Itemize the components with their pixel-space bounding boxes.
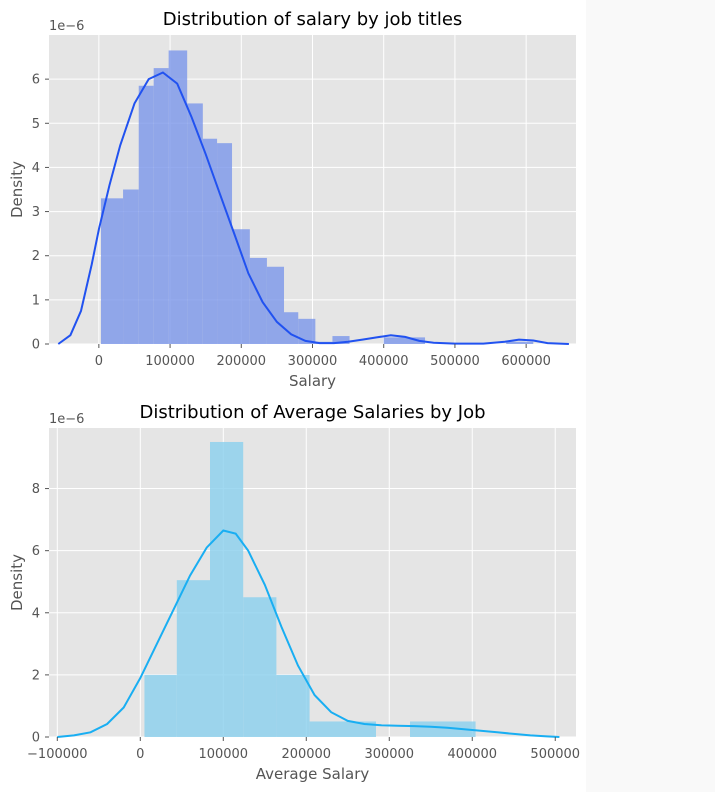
histogram-bar: [138, 85, 154, 344]
y-axis-label: Density: [8, 554, 26, 611]
x-tick-label: 0: [136, 747, 144, 762]
y-offset-label: 1e−6: [49, 19, 84, 34]
y-tick-label: 6: [32, 544, 40, 559]
histogram-bar: [232, 229, 250, 344]
x-tick-label: 300000: [288, 354, 338, 369]
y-tick-label: 1: [32, 293, 40, 308]
charts-canvas: 0 100000 200000 300000 400000 500000 600000 0 1 2…: [8, 9, 580, 783]
y-tick-label: 5: [32, 117, 40, 132]
histogram-bar: [210, 441, 244, 737]
histogram-bar: [249, 257, 267, 344]
y-tick-label: 0: [32, 338, 40, 353]
chart-title: Distribution of salary by job titles: [163, 9, 463, 30]
x-tick-label: 400000: [359, 354, 409, 369]
histogram-bar: [276, 674, 310, 737]
histogram-bar: [410, 721, 476, 737]
histogram-bar: [332, 336, 350, 344]
histogram-bar: [309, 721, 376, 737]
y-tick-label: 6: [32, 73, 40, 88]
histogram-bar: [144, 674, 177, 737]
y-tick-label: 4: [32, 606, 40, 621]
histogram-bar: [506, 341, 534, 344]
histogram-bar: [266, 266, 285, 344]
histogram-bar: [383, 337, 426, 344]
histogram-bar: [243, 597, 277, 737]
kde-line: [57, 529, 560, 738]
y-tick-label: 2: [32, 668, 40, 683]
histogram-bar: [153, 68, 169, 344]
histogram-bar: [168, 50, 188, 344]
x-tick-label: 100000: [198, 747, 248, 762]
histogram-bar: [187, 103, 203, 345]
x-axis-label: Salary: [289, 372, 336, 390]
x-tick-label: 600000: [501, 354, 551, 369]
x-tick-label: 100000: [145, 354, 195, 369]
histogram-bar: [176, 580, 211, 737]
histogram-bar: [217, 143, 233, 344]
chart-title: Distribution of Average Salaries by Job: [139, 402, 485, 423]
x-tick-label: −100000: [27, 747, 88, 762]
y-axis-label: Density: [8, 161, 26, 218]
histogram-bar: [284, 312, 299, 344]
x-tick-label: 200000: [216, 354, 266, 369]
x-axis-label: Average Salary: [256, 765, 370, 783]
x-tick-label: 500000: [430, 354, 480, 369]
chart-1: 0 100000 200000 300000 400000 500000 600000 0 1 2…: [8, 9, 576, 390]
x-tick-label: 300000: [364, 747, 414, 762]
histogram-bar: [298, 318, 316, 344]
x-tick-label: 400000: [447, 747, 497, 762]
figure: 0 100000 200000 300000 400000 500000 600000 0 1 2…: [8, 9, 581, 783]
x-tick-label: 500000: [530, 747, 580, 762]
y-tick-label: 2: [32, 249, 40, 264]
y-tick-label: 8: [32, 482, 40, 497]
histogram-bar: [123, 189, 139, 344]
x-tick-label: 0: [95, 354, 103, 369]
x-tick-label: 200000: [281, 747, 331, 762]
y-offset-label: 1e−6: [49, 412, 84, 427]
histogram-bar: [202, 138, 218, 344]
kde-line: [57, 71, 569, 345]
y-tick-label: 4: [32, 161, 40, 176]
chart-2: −100000 0 100000 200000 300000 400000 50000002…: [8, 402, 580, 783]
histogram-bar: [100, 198, 124, 344]
y-tick-label: 0: [32, 731, 40, 746]
y-tick-label: 3: [32, 205, 40, 220]
